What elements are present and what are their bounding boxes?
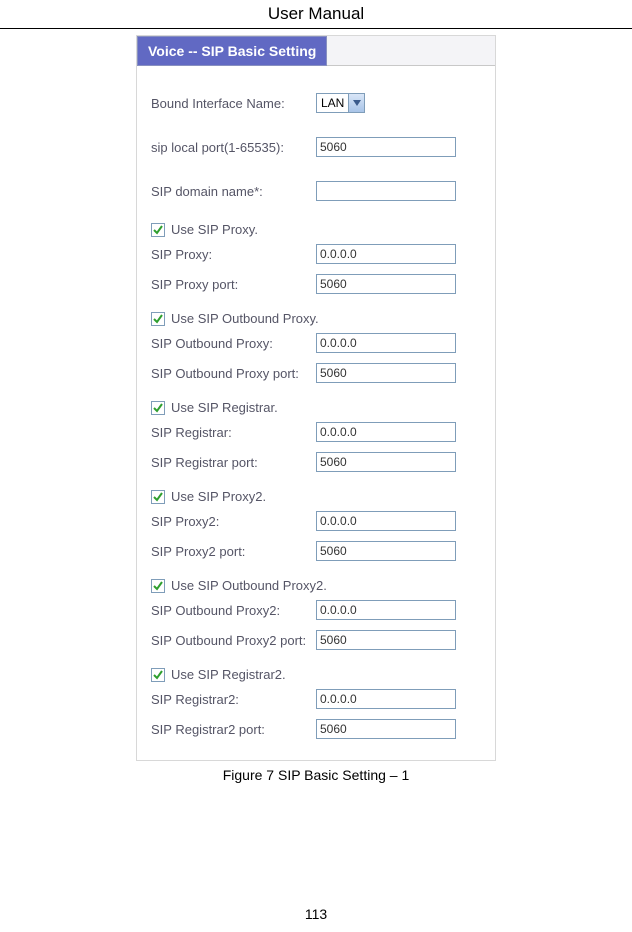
label-group-5-1: SIP Registrar2 port: xyxy=(151,722,316,737)
checkbox-label-group-3: Use SIP Proxy2. xyxy=(171,489,266,504)
checkbox-label-group-4: Use SIP Outbound Proxy2. xyxy=(171,578,327,593)
checkbox-label-group-5: Use SIP Registrar2. xyxy=(171,667,286,682)
input-sip-local-port[interactable] xyxy=(316,137,456,157)
row-group-5-0: SIP Registrar2: xyxy=(151,686,481,712)
label-group-4-1: SIP Outbound Proxy2 port: xyxy=(151,633,316,648)
row-bound-interface: Bound Interface Name: LAN xyxy=(151,90,481,116)
label-group-3-1: SIP Proxy2 port: xyxy=(151,544,316,559)
checkbox-row-group-2: Use SIP Registrar. xyxy=(151,400,481,415)
input-group-3-0[interactable] xyxy=(316,511,456,531)
label-group-1-0: SIP Outbound Proxy: xyxy=(151,336,316,351)
row-group-5-1: SIP Registrar2 port: xyxy=(151,716,481,742)
checkbox-row-group-5: Use SIP Registrar2. xyxy=(151,667,481,682)
row-sip-domain: SIP domain name*: xyxy=(151,178,481,204)
row-sip-local-port: sip local port(1-65535): xyxy=(151,134,481,160)
checkbox-label-group-1: Use SIP Outbound Proxy. xyxy=(171,311,319,326)
row-group-1-1: SIP Outbound Proxy port: xyxy=(151,360,481,386)
label-sip-domain: SIP domain name*: xyxy=(151,184,316,199)
input-group-0-1[interactable] xyxy=(316,274,456,294)
figure-caption: Figure 7 SIP Basic Setting – 1 xyxy=(0,767,632,783)
checkbox-row-group-3: Use SIP Proxy2. xyxy=(151,489,481,504)
checkbox-row-group-1: Use SIP Outbound Proxy. xyxy=(151,311,481,326)
label-group-2-1: SIP Registrar port: xyxy=(151,455,316,470)
tab-voice-sip-basic[interactable]: Voice -- SIP Basic Setting xyxy=(137,36,327,66)
input-sip-domain[interactable] xyxy=(316,181,456,201)
input-group-0-0[interactable] xyxy=(316,244,456,264)
input-group-5-0[interactable] xyxy=(316,689,456,709)
label-group-2-0: SIP Registrar: xyxy=(151,425,316,440)
checkbox-label-group-2: Use SIP Registrar. xyxy=(171,400,278,415)
row-group-1-0: SIP Outbound Proxy: xyxy=(151,330,481,356)
input-group-1-1[interactable] xyxy=(316,363,456,383)
input-group-5-1[interactable] xyxy=(316,719,456,739)
row-group-0-1: SIP Proxy port: xyxy=(151,271,481,297)
label-group-1-1: SIP Outbound Proxy port: xyxy=(151,366,316,381)
checkbox-row-group-0: Use SIP Proxy. xyxy=(151,222,481,237)
select-bound-interface[interactable]: LAN xyxy=(316,93,365,113)
checkbox-group-1[interactable] xyxy=(151,312,165,326)
checkbox-row-group-4: Use SIP Outbound Proxy2. xyxy=(151,578,481,593)
checkbox-group-5[interactable] xyxy=(151,668,165,682)
input-group-2-1[interactable] xyxy=(316,452,456,472)
label-bound-interface: Bound Interface Name: xyxy=(151,96,316,111)
chevron-down-icon xyxy=(348,94,364,112)
page-number: 113 xyxy=(0,906,632,922)
form-body: Bound Interface Name: LAN sip local port… xyxy=(137,66,495,760)
input-group-4-1[interactable] xyxy=(316,630,456,650)
tab-row: Voice -- SIP Basic Setting xyxy=(137,36,495,66)
label-group-0-1: SIP Proxy port: xyxy=(151,277,316,292)
label-sip-local-port: sip local port(1-65535): xyxy=(151,140,316,155)
row-group-2-0: SIP Registrar: xyxy=(151,419,481,445)
checkbox-group-4[interactable] xyxy=(151,579,165,593)
groups-container: Use SIP Proxy. SIP Proxy: SIP Proxy port: U… xyxy=(151,222,481,742)
label-group-5-0: SIP Registrar2: xyxy=(151,692,316,707)
row-group-4-0: SIP Outbound Proxy2: xyxy=(151,597,481,623)
label-group-4-0: SIP Outbound Proxy2: xyxy=(151,603,316,618)
row-group-4-1: SIP Outbound Proxy2 port: xyxy=(151,627,481,653)
input-group-3-1[interactable] xyxy=(316,541,456,561)
row-group-3-0: SIP Proxy2: xyxy=(151,508,481,534)
checkbox-group-2[interactable] xyxy=(151,401,165,415)
row-group-0-0: SIP Proxy: xyxy=(151,241,481,267)
row-group-3-1: SIP Proxy2 port: xyxy=(151,538,481,564)
select-bound-interface-value: LAN xyxy=(317,96,348,110)
document-header-title: User Manual xyxy=(0,0,632,28)
header-divider xyxy=(0,28,632,29)
label-group-0-0: SIP Proxy: xyxy=(151,247,316,262)
checkbox-label-group-0: Use SIP Proxy. xyxy=(171,222,258,237)
row-group-2-1: SIP Registrar port: xyxy=(151,449,481,475)
checkbox-group-3[interactable] xyxy=(151,490,165,504)
input-group-1-0[interactable] xyxy=(316,333,456,353)
checkbox-group-0[interactable] xyxy=(151,223,165,237)
sip-settings-panel: Voice -- SIP Basic Setting Bound Interfa… xyxy=(136,35,496,761)
tab-spacer xyxy=(327,36,495,66)
input-group-4-0[interactable] xyxy=(316,600,456,620)
input-group-2-0[interactable] xyxy=(316,422,456,442)
label-group-3-0: SIP Proxy2: xyxy=(151,514,316,529)
